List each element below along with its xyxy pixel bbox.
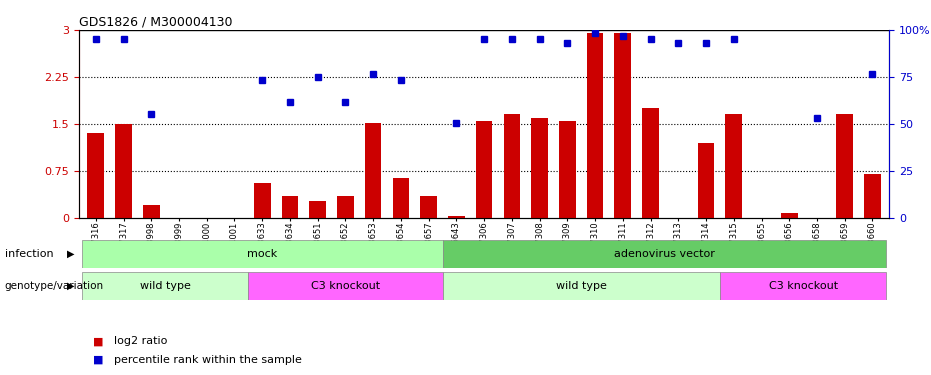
Bar: [725, 114, 742, 218]
Bar: [504, 114, 520, 218]
Bar: [88, 133, 104, 218]
Bar: [115, 124, 132, 218]
Bar: [720, 272, 886, 300]
Bar: [781, 213, 798, 217]
Bar: [393, 178, 410, 218]
Text: genotype/variation: genotype/variation: [5, 281, 103, 291]
Bar: [864, 174, 881, 217]
Bar: [365, 123, 382, 218]
Bar: [309, 201, 326, 217]
Text: wild type: wild type: [140, 281, 191, 291]
Text: ▶: ▶: [67, 281, 74, 291]
Text: log2 ratio: log2 ratio: [114, 336, 167, 346]
Bar: [476, 121, 492, 218]
Bar: [448, 216, 465, 217]
Bar: [532, 117, 548, 218]
Bar: [143, 205, 159, 218]
Text: wild type: wild type: [556, 281, 607, 291]
Bar: [249, 272, 442, 300]
Bar: [420, 196, 437, 217]
Bar: [442, 272, 720, 300]
Bar: [836, 114, 853, 218]
Text: ■: ■: [93, 336, 103, 346]
Bar: [282, 196, 298, 217]
Text: ■: ■: [93, 355, 103, 365]
Text: ▶: ▶: [67, 249, 74, 259]
Bar: [82, 240, 442, 268]
Bar: [337, 196, 354, 217]
Text: C3 knockout: C3 knockout: [311, 281, 380, 291]
Bar: [642, 108, 659, 218]
Bar: [614, 33, 631, 218]
Bar: [697, 142, 714, 218]
Bar: [559, 121, 575, 218]
Text: C3 knockout: C3 knockout: [769, 281, 838, 291]
Text: percentile rank within the sample: percentile rank within the sample: [114, 355, 302, 365]
Text: mock: mock: [247, 249, 277, 259]
Bar: [82, 272, 249, 300]
Bar: [442, 240, 886, 268]
Text: GDS1826 / M300004130: GDS1826 / M300004130: [79, 16, 233, 29]
Bar: [254, 183, 271, 218]
Text: adenovirus vector: adenovirus vector: [614, 249, 715, 259]
Text: infection: infection: [5, 249, 53, 259]
Bar: [587, 33, 603, 218]
